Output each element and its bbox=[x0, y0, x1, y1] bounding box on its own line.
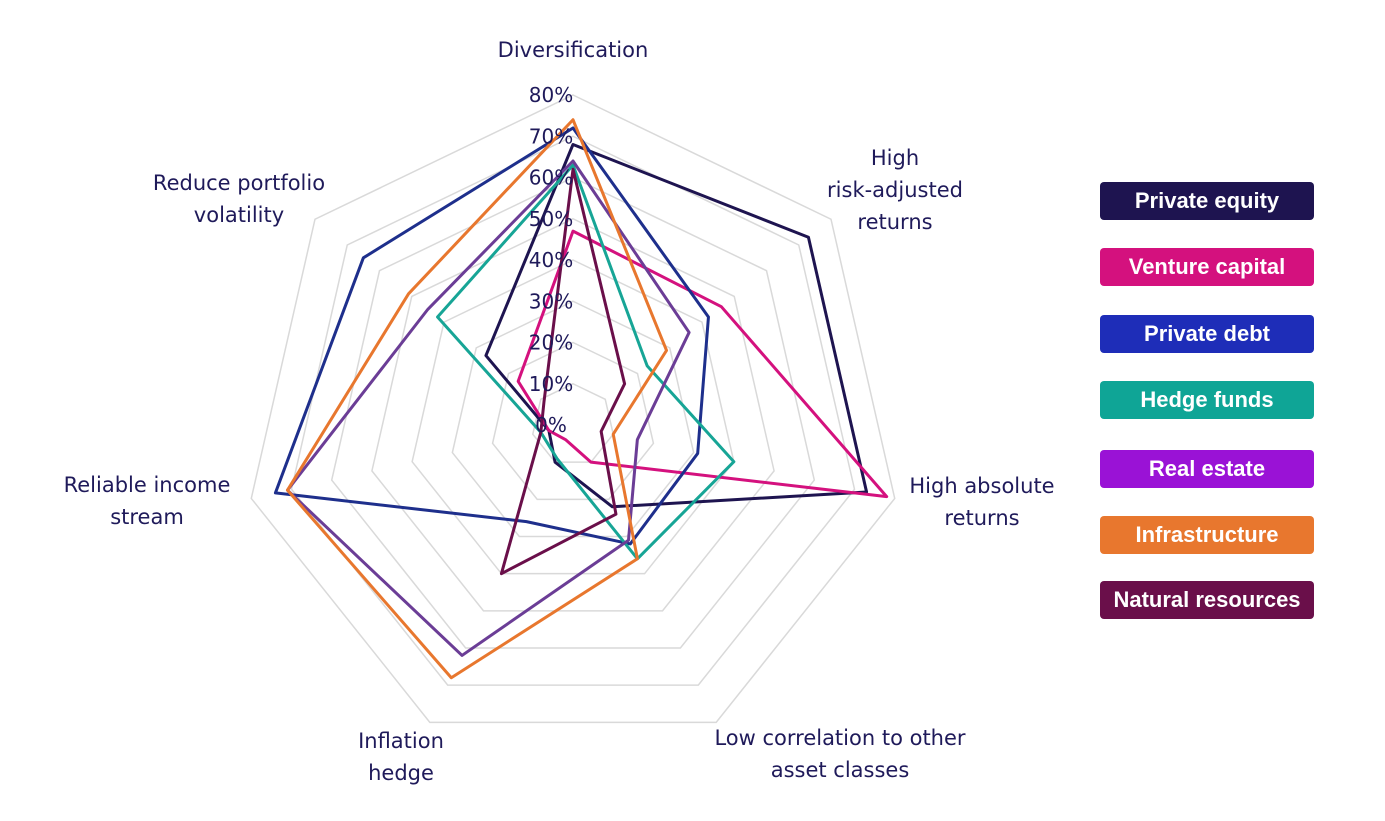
legend-item-venture-capital: Venture capital bbox=[1100, 248, 1314, 286]
radar-series bbox=[273, 118, 889, 680]
legend-swatch bbox=[1100, 581, 1314, 619]
legend-item-private-debt: Private debt bbox=[1100, 315, 1314, 353]
legend-item-natural-resources: Natural resources bbox=[1100, 581, 1314, 619]
axis-label: High risk-adjusted returns bbox=[827, 146, 963, 234]
axis-label: Reliable income stream bbox=[64, 473, 231, 529]
legend-label: Private equity bbox=[1135, 188, 1280, 213]
radar-axis-labels: Diversification High risk-adjusted returns H… bbox=[64, 38, 1055, 785]
grid-ring-8 bbox=[250, 94, 896, 724]
legend-label: Private debt bbox=[1144, 321, 1271, 346]
tick-label: 50% bbox=[529, 207, 573, 231]
tick-label: 80% bbox=[529, 83, 573, 107]
series-real-estate bbox=[285, 159, 691, 657]
legend-item-hedge-funds: Hedge funds bbox=[1100, 381, 1314, 419]
legend-label: Hedge funds bbox=[1140, 387, 1273, 412]
series-private-equity bbox=[484, 143, 869, 509]
legend-swatch bbox=[1100, 516, 1314, 554]
axis-label: Diversification bbox=[498, 38, 649, 62]
tick-label: 10% bbox=[529, 372, 573, 396]
legend-item-real-estate: Real estate bbox=[1100, 450, 1314, 488]
tick-label: 30% bbox=[529, 289, 573, 313]
legend-swatch bbox=[1100, 315, 1314, 353]
axis-label: High absolute returns bbox=[909, 474, 1054, 530]
series-venture-capital bbox=[516, 229, 889, 499]
legend-swatch bbox=[1100, 248, 1314, 286]
tick-label: 70% bbox=[529, 124, 573, 148]
legend-label: Natural resources bbox=[1113, 587, 1300, 612]
axis-label: Low correlation to other asset classes bbox=[714, 726, 965, 782]
legend-swatch bbox=[1100, 450, 1314, 488]
legend-item-infrastructure: Infrastructure bbox=[1100, 516, 1314, 554]
legend-swatch bbox=[1100, 182, 1314, 220]
chart-legend: Private equity Venture capital Private deb… bbox=[1100, 182, 1314, 619]
tick-label: 40% bbox=[529, 248, 573, 272]
tick-label: 0% bbox=[535, 413, 567, 437]
axis-label: Reduce portfolio volatility bbox=[153, 171, 325, 227]
legend-label: Venture capital bbox=[1129, 254, 1286, 279]
radar-tick-labels: 0% 10% 20% 30% 40% 50% 60% 70% 80% bbox=[529, 83, 573, 437]
series-infrastructure bbox=[285, 118, 669, 680]
axis-label: Inflation hedge bbox=[358, 729, 444, 785]
legend-item-private-equity: Private equity bbox=[1100, 182, 1314, 220]
grid-ring-1 bbox=[531, 382, 615, 463]
series-hedge-funds bbox=[436, 163, 736, 561]
legend-swatch bbox=[1100, 381, 1314, 419]
grid-ring-7 bbox=[290, 135, 856, 686]
series-natural-resources bbox=[499, 167, 627, 576]
legend-label: Infrastructure bbox=[1135, 522, 1278, 547]
grid-ring-5 bbox=[371, 217, 775, 612]
grid-ring-6 bbox=[330, 176, 816, 649]
tick-label: 60% bbox=[529, 166, 573, 190]
grid-ring-2 bbox=[491, 341, 655, 501]
tick-label: 20% bbox=[529, 331, 573, 355]
legend-label: Real estate bbox=[1149, 456, 1265, 481]
